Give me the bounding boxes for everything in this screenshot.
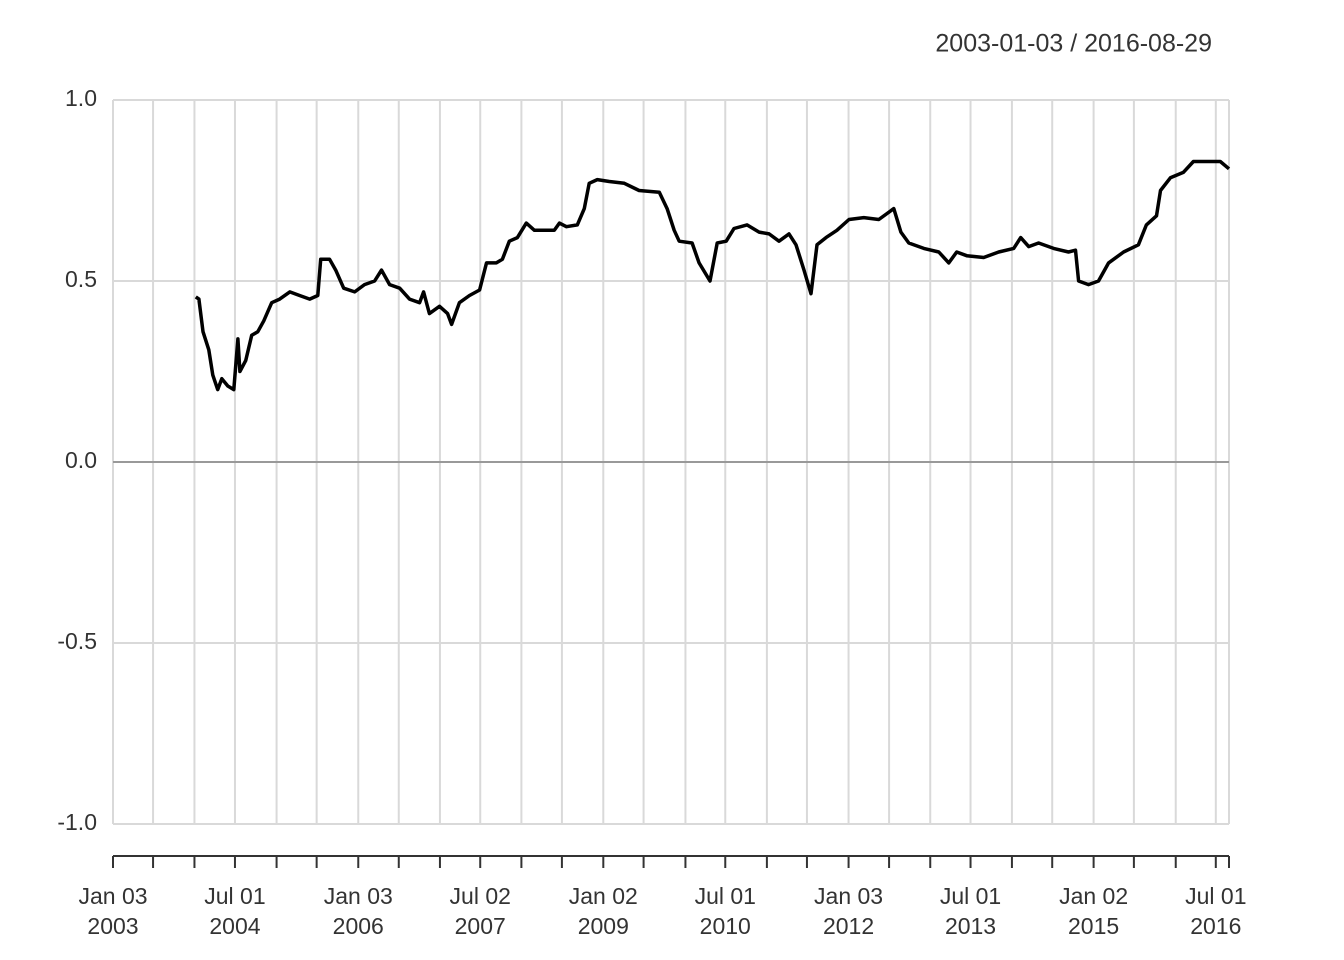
y-tick-label: -0.5 [57, 628, 97, 654]
x-tick-label: Jul 02 2007 [449, 883, 511, 939]
y-tick-label: 0.5 [65, 266, 97, 292]
x-tick-label: Jul 01 2013 [939, 883, 1002, 939]
y-tick-label: 1.0 [65, 85, 97, 111]
x-tick-label: Jan 03 2003 [78, 883, 148, 939]
y-tick-label: 0.0 [65, 447, 97, 473]
x-tick-label: Jan 02 2015 [1059, 883, 1129, 939]
data-line [194, 159, 1231, 392]
x-tick-label: Jul 01 2016 [1185, 883, 1247, 939]
x-tick-label: Jan 02 2009 [568, 883, 638, 939]
y-tick-label: -1.0 [57, 809, 97, 835]
x-tick-label: Jan 03 2006 [323, 883, 393, 939]
x-tick-label: Jul 01 2010 [694, 883, 756, 939]
chart-title: 2003-01-03 / 2016-08-29 [935, 30, 1212, 58]
x-tick-label: Jul 01 2004 [204, 883, 266, 939]
x-tick-label: Jan 03 2012 [814, 883, 884, 939]
